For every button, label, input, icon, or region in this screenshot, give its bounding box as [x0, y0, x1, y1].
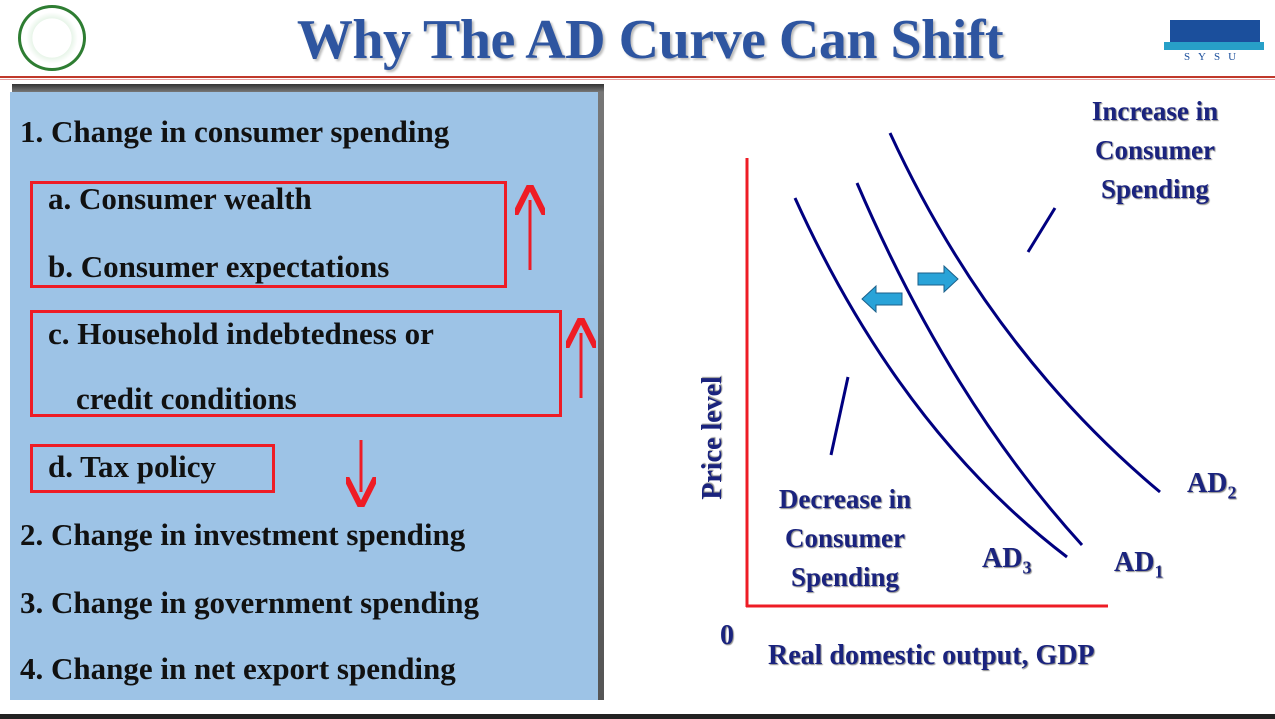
x-axis-label: Real domestic output, GDP	[768, 640, 1095, 671]
decrease-pointer-line	[829, 376, 850, 456]
right-shift-arrow-icon	[917, 264, 959, 294]
ad1-curve	[855, 182, 1084, 547]
increase-label: Increase in Consumer Spending	[1078, 92, 1232, 209]
increase-label-line: Consumer	[1095, 135, 1215, 165]
factors-panel	[10, 92, 598, 700]
list-item-government: 3. Change in government spending	[20, 585, 480, 620]
decrease-label-line: Decrease in	[778, 484, 912, 514]
list-item-wealth: a. Consumer wealth	[48, 181, 312, 216]
decrease-label-line: Spending	[790, 562, 900, 592]
page-title: Why The AD Curve Can Shift	[296, 9, 1004, 71]
highlight-box-indebtedness	[30, 310, 562, 417]
header-divider	[0, 76, 1275, 78]
header-divider-light	[0, 79, 1275, 80]
university-seal-logo	[18, 5, 86, 71]
increase-pointer-line	[1026, 207, 1057, 253]
ad2-label: AD2	[1187, 468, 1237, 503]
list-item-consumer: 1. Change in consumer spending	[20, 114, 450, 149]
list-item-investment: 2. Change in investment spending	[20, 517, 466, 552]
list-item-indebtedness: c. Household indebtedness or	[48, 316, 434, 351]
list-item-net-export: 4. Change in net export spending	[20, 651, 456, 686]
decrease-label-line: Consumer	[785, 523, 905, 553]
ad3-curve	[793, 197, 1068, 559]
svg-text:SYSU: SYSU	[1184, 51, 1244, 62]
increase-label-line: Increase in	[1091, 96, 1219, 126]
ad1-label: AD1	[1114, 547, 1164, 582]
jsbe-logo: SYSU	[1160, 18, 1268, 63]
list-item-tax: d. Tax policy	[48, 449, 216, 484]
list-item-credit: credit conditions	[76, 381, 297, 416]
origin-label: 0	[720, 620, 734, 651]
highlight-box-wealth-expectations	[30, 181, 507, 288]
ad2-curve	[888, 132, 1161, 494]
ad3-label: AD3	[982, 543, 1032, 578]
y-axis-label: Price level	[697, 376, 728, 500]
left-shift-arrow-icon	[861, 284, 903, 314]
list-item-expectations: b. Consumer expectations	[48, 249, 390, 284]
highlight-box-tax	[30, 444, 275, 493]
bottom-border	[0, 714, 1275, 719]
decrease-label: Decrease in Consumer Spending	[765, 480, 925, 597]
increase-label-line: Spending	[1100, 174, 1210, 204]
